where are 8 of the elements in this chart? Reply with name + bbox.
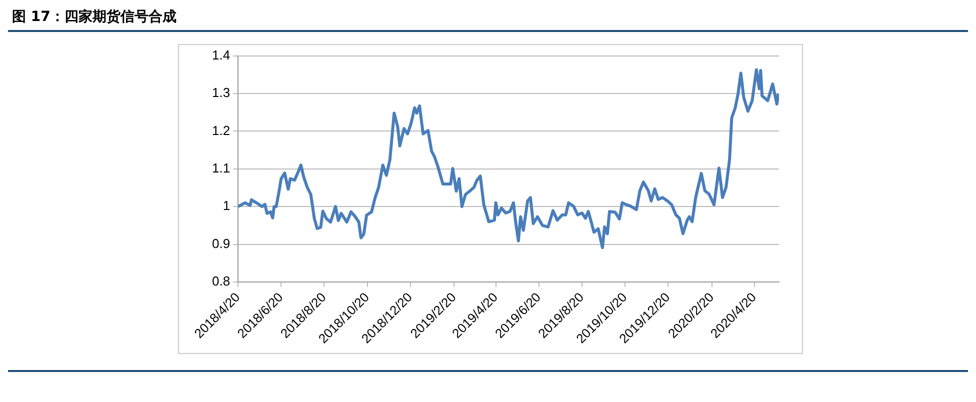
y-tick-label: 0.8 — [212, 274, 230, 289]
text: 图 17：四家期货信号合成 — [8, 8, 968, 32]
y-tick-label: 0.9 — [212, 236, 230, 251]
y-tick-label: 1.4 — [212, 47, 230, 62]
y-tick-label: 1.1 — [212, 160, 230, 176]
y-tick-label: 1.2 — [212, 122, 230, 138]
y-tick-label: 1 — [222, 198, 230, 214]
y-tick-label: 1.3 — [212, 85, 230, 100]
